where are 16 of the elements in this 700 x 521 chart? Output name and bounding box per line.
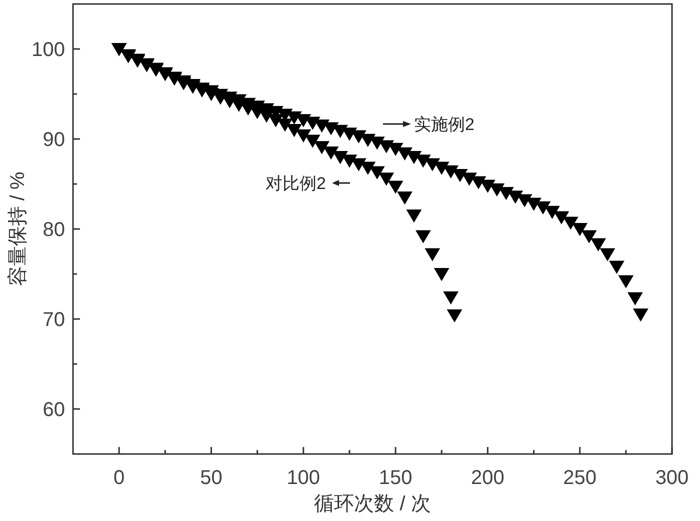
x-tick-label: 250: [563, 467, 597, 489]
y-tick-label: 60: [42, 399, 65, 421]
x-tick-label: 50: [200, 467, 222, 489]
y-axis-title: 容量保持 / %: [7, 172, 29, 286]
x-tick-label: 300: [655, 467, 689, 489]
annotation: 对比例2: [266, 174, 326, 193]
x-tick-label: 100: [286, 467, 320, 489]
y-tick-label: 100: [32, 39, 65, 61]
annotation: 实施例2: [414, 115, 474, 134]
x-tick-label: 200: [471, 467, 504, 489]
x-tick-label: 0: [114, 467, 125, 489]
y-tick-label: 90: [42, 129, 65, 151]
x-tick-label: 150: [378, 467, 412, 489]
y-tick-label: 70: [42, 309, 65, 331]
y-tick-label: 80: [42, 219, 65, 241]
x-axis-title: 循环次数 / 次: [314, 493, 431, 515]
